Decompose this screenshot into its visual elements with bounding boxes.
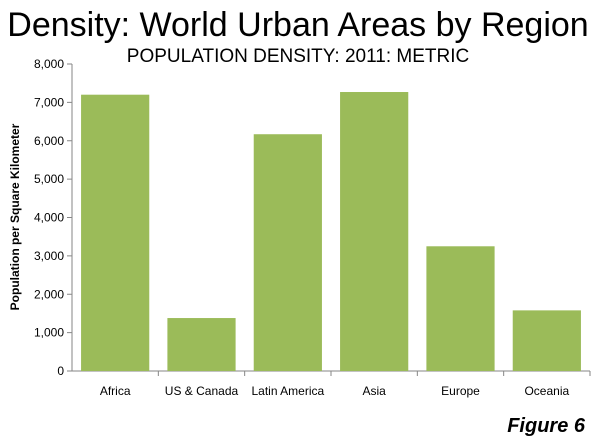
figure-label: Figure 6 [507,415,586,437]
y-tick-label: 4,000 [34,211,64,225]
y-tick-label: 0 [57,364,64,378]
x-tick-label: US & Canada [165,384,239,398]
x-tick-label: Oceania [524,384,569,398]
bar-europe [426,246,495,371]
y-tick-label: 2,000 [34,287,64,301]
y-tick-label: 3,000 [34,249,64,263]
x-tick-label: Europe [441,384,480,398]
x-tick-label: Latin America [251,384,324,398]
bar-us-canada [167,318,236,371]
y-tick-label: 7,000 [34,95,64,109]
bar-asia [340,92,409,372]
y-tick-label: 1,000 [34,326,64,340]
y-axis-label: Population per Square Kilometer [8,123,22,310]
chart-subtitle: POPULATION DENSITY: 2011: METRIC [127,46,469,67]
plot-area: 0 1,000 2,000 3,000 4,000 5,000 6,000 7,000 8,00… [34,57,591,398]
bar-oceania [512,310,581,371]
bar-africa [81,94,150,371]
y-tick-label: 5,000 [34,172,64,186]
y-tick-label: 6,000 [34,134,64,148]
chart-title: Density: World Urban Areas by Region [7,6,588,44]
y-tick-label: 8,000 [34,57,64,71]
x-tick-label: Africa [100,384,131,398]
x-tick-label: Asia [362,384,386,398]
bar-latin-america [253,134,322,371]
